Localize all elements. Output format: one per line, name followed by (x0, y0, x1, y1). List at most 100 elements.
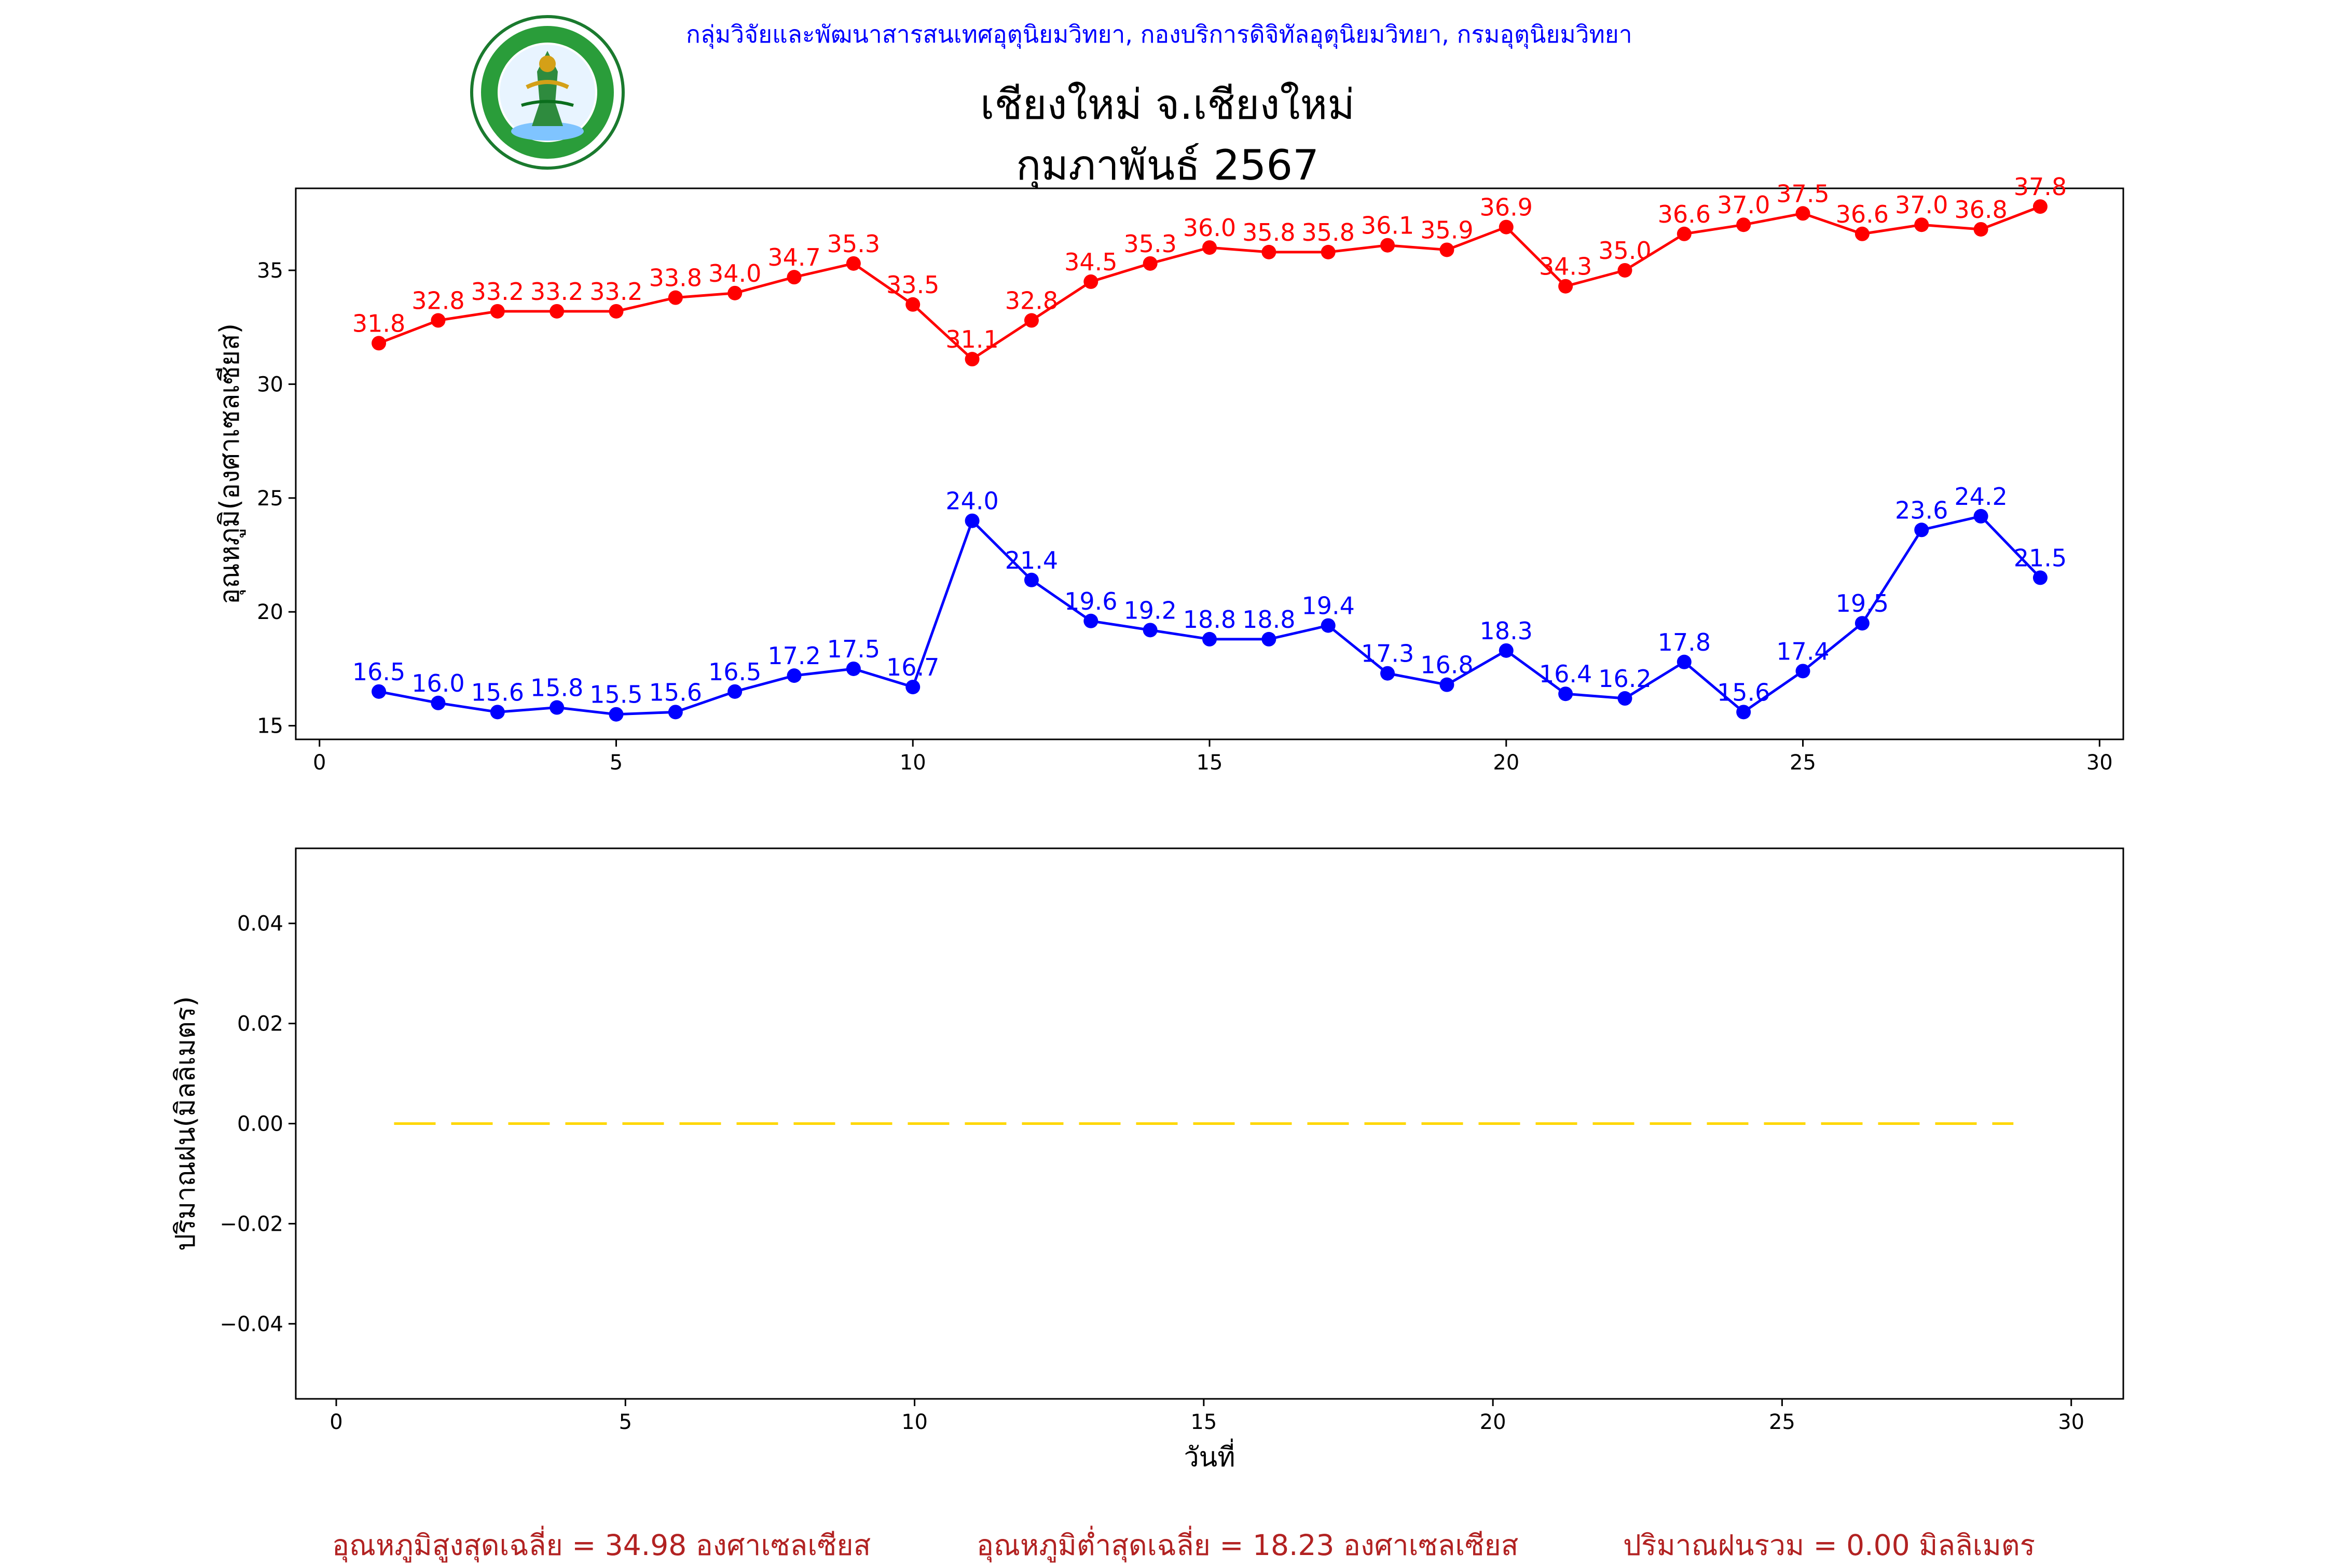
max-temp-point (1914, 217, 1929, 232)
min-temp-point (1083, 613, 1098, 628)
min-temp-data-label: 16.0 (411, 669, 464, 697)
max-temp-point (787, 270, 802, 285)
max-temp-data-label: 34.5 (1064, 248, 1117, 276)
min-temp-point (431, 695, 446, 710)
max-temp-point (1024, 313, 1039, 328)
max-temp-point (1795, 206, 1810, 221)
max-temp-point (1973, 222, 1988, 237)
max-temp-point (550, 304, 565, 319)
min-temp-data-label: 19.5 (1836, 589, 1889, 617)
min-temp-point (1321, 618, 1336, 633)
max-temp-data-label: 31.1 (945, 325, 998, 353)
max-temp-data-label: 35.9 (1420, 216, 1473, 244)
min-temp-point (372, 684, 387, 699)
max-temp-point (1202, 240, 1217, 255)
rainfall-y-axis-label: ปริมาณฝน(มิลลิเมตร) (170, 996, 201, 1251)
x-tick-label: 10 (900, 751, 926, 775)
max-temp-data-label: 34.7 (767, 243, 820, 271)
rain-total: ปริมาณฝนรวม = 0.00 มิลลิเมตร (1623, 1529, 2036, 1562)
rainfall-chart: 0 5 10 15 20 25 30 0.04 0.02 0.00 −0.02 −0.04 ปริมาณ… (170, 847, 2124, 1473)
y-tick-label: 25 (257, 487, 283, 511)
min-temp-data-label: 17.4 (1776, 637, 1829, 665)
max-temp-point (1855, 226, 1870, 241)
min-temp-data-label: 18.8 (1183, 606, 1236, 634)
max-temp-point (490, 304, 505, 319)
x-tick-label: 30 (2086, 751, 2113, 775)
max-temp-point (846, 256, 861, 271)
max-temp-data-label: 36.6 (1658, 200, 1711, 228)
min-temp-data-label: 24.2 (1954, 483, 2007, 511)
max-temp-data-label: 33.5 (886, 271, 939, 299)
department-header: กลุ่มวิจัยและพัฒนาสารสนเทศอุตุนิยมวิทยา,… (686, 20, 1632, 48)
x-tick-label: 20 (1493, 751, 1519, 775)
y-tick-label: −0.04 (219, 1312, 283, 1336)
min-temp-data-label: 15.5 (589, 681, 642, 709)
max-temp-data-label: 33.2 (530, 278, 583, 306)
max-temp-point (609, 304, 624, 319)
x-tick-label: 10 (901, 1410, 928, 1434)
max-temp-data-label: 33.8 (649, 264, 702, 292)
max-temp-data-label: 32.8 (411, 287, 464, 315)
max-temp-point (1261, 244, 1276, 259)
min-temp-data-label: 15.6 (1717, 678, 1770, 706)
max-temp-data-label: 37.0 (1717, 191, 1770, 219)
min-temp-point (1380, 666, 1395, 681)
max-temp-data-label: 36.6 (1836, 200, 1889, 228)
min-temp-data-label: 23.6 (1895, 496, 1948, 524)
temperature-y-axis-label: อุณหภูมิ(องศาเซลเซียส) (214, 323, 246, 604)
x-tick-label: 30 (2058, 1410, 2084, 1434)
min-temp-point (490, 705, 505, 720)
min-temp-data-label: 16.5 (708, 658, 761, 686)
min-temp-point (1736, 705, 1751, 720)
max-temp-data-label: 35.8 (1301, 218, 1354, 246)
min-temp-data-label: 17.3 (1361, 640, 1414, 668)
x-tick-label: 5 (619, 1410, 632, 1434)
min-temp-point (1558, 686, 1573, 702)
min-temp-data-label: 16.7 (886, 653, 939, 681)
y-tick-label: 35 (257, 259, 283, 283)
min-temp-point (1914, 522, 1929, 538)
min-temp-data-label: 19.6 (1064, 587, 1117, 615)
min-temp-point (1202, 631, 1217, 647)
max-temp-data-label: 32.8 (1005, 287, 1058, 315)
x-tick-label: 20 (1480, 1410, 1506, 1434)
min-temp-data-label: 15.6 (649, 678, 702, 706)
min-temp-point (787, 668, 802, 683)
max-temp-data-label: 35.3 (827, 230, 880, 258)
min-temp-point (1499, 643, 1514, 658)
max-temp-average: อุณหภูมิสูงสุดเฉลี่ย = 34.98 องศาเซลเซีย… (332, 1529, 871, 1562)
max-temp-data-label: 31.8 (352, 309, 405, 337)
min-temp-point (727, 684, 743, 699)
min-temp-data-label: 24.0 (945, 487, 998, 515)
min-temp-point (1795, 664, 1810, 679)
min-temp-data-label: 17.2 (767, 642, 820, 670)
min-temp-data-label: 17.8 (1658, 628, 1711, 656)
max-temp-data-label: 33.2 (589, 278, 642, 306)
chart-title-month: กุมภาพันธ์ 2567 (1015, 141, 1320, 189)
min-temp-data-label: 16.2 (1598, 665, 1651, 693)
max-temp-point (1736, 217, 1751, 232)
max-temp-point (965, 352, 980, 367)
max-temp-point (1321, 244, 1336, 259)
max-temp-data-label: 37.8 (2014, 173, 2067, 201)
max-temp-point (431, 313, 446, 328)
min-temp-data-label: 18.3 (1480, 617, 1533, 645)
max-temp-data-label: 35.3 (1123, 230, 1176, 258)
min-temp-point (1973, 508, 1988, 524)
plot-frame (295, 187, 2124, 740)
min-temp-data-label: 16.5 (352, 658, 405, 686)
max-temp-point (2032, 199, 2048, 214)
max-temp-data-label: 34.3 (1539, 253, 1592, 281)
min-temp-point (1439, 677, 1454, 692)
min-temp-point (965, 513, 980, 528)
y-tick-label: 0.00 (237, 1112, 283, 1136)
min-temp-point (1024, 572, 1039, 587)
min-temp-data-label: 16.8 (1420, 651, 1473, 679)
min-temp-data-label: 15.6 (471, 678, 524, 706)
min-temp-point (550, 700, 565, 715)
min-temp-point (846, 661, 861, 676)
min-temp-data-label: 15.8 (530, 674, 583, 702)
max-temp-data-label: 34.0 (708, 259, 761, 287)
max-temp-point (1677, 226, 1692, 241)
